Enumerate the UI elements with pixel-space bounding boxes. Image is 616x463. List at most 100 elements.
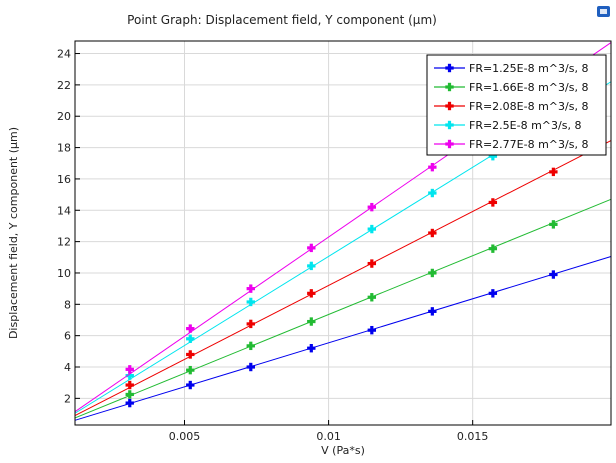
data-point [186, 380, 195, 390]
data-point [307, 344, 316, 353]
marker-horizontal [488, 200, 498, 205]
marker-horizontal [246, 300, 255, 304]
legend-swatch-marker [445, 101, 454, 111]
data-point [125, 390, 134, 399]
marker-horizontal [367, 261, 377, 266]
marker-horizontal [125, 401, 134, 405]
legend-swatch-marker [445, 63, 454, 73]
data-point [488, 289, 498, 298]
data-point [488, 152, 498, 161]
marker-horizontal [445, 104, 454, 108]
marker-horizontal [125, 383, 134, 387]
marker-horizontal [367, 205, 377, 209]
legend-swatch-marker [445, 139, 454, 149]
y-tick-label: 8 [64, 298, 71, 311]
legend-entry: FR=2.08E-8 m^3/s, 8 [434, 100, 588, 113]
marker-horizontal [246, 322, 255, 326]
x-tick-label: 0.015 [457, 430, 489, 443]
marker-horizontal [307, 246, 316, 250]
series-line [74, 198, 612, 419]
marker-horizontal [307, 319, 316, 324]
comsol-logo-icon[interactable] [597, 6, 610, 17]
legend: FR=1.25E-8 m^3/s, 8 FR=1.66E-8 m^3/s, 8 FR… [426, 54, 607, 156]
data-point [125, 380, 134, 390]
marker-horizontal [549, 272, 558, 277]
legend-label: FR=1.66E-8 m^3/s, 8 [469, 81, 588, 94]
y-tick-label: 4 [64, 361, 71, 374]
data-point [125, 365, 134, 374]
marker-horizontal [549, 170, 558, 174]
y-tick-label: 22 [57, 79, 71, 92]
data-point [488, 198, 498, 207]
marker-horizontal [186, 383, 195, 387]
marker-horizontal [367, 295, 377, 299]
marker-horizontal [488, 247, 498, 251]
data-point [186, 324, 195, 333]
data-point [367, 224, 377, 234]
data-point [125, 398, 134, 408]
marker-horizontal [428, 271, 437, 275]
legend-entry: FR=1.25E-8 m^3/s, 8 [434, 62, 588, 75]
marker-horizontal [246, 287, 255, 291]
marker-horizontal [307, 264, 316, 268]
legend-label: FR=2.77E-8 m^3/s, 8 [469, 138, 588, 151]
data-point [428, 307, 437, 316]
data-point [549, 167, 558, 177]
marker-horizontal [307, 291, 316, 295]
y-tick-label: 10 [57, 267, 71, 280]
data-point [367, 325, 377, 335]
marker-horizontal [428, 231, 437, 235]
data-point [307, 317, 316, 326]
plot-frame [74, 40, 612, 426]
marker-horizontal [367, 328, 377, 332]
data-point [549, 220, 558, 229]
legend-entry: FR=2.77E-8 m^3/s, 8 [434, 138, 588, 151]
marker-horizontal [246, 365, 255, 369]
series-line [74, 256, 612, 421]
data-point [428, 188, 437, 198]
data-point [428, 162, 437, 172]
marker-horizontal [428, 191, 437, 195]
marker-horizontal [186, 337, 195, 341]
marker-horizontal [246, 344, 255, 348]
data-point [367, 293, 377, 302]
x-axis-label: V (Pa*s) [321, 444, 365, 457]
series-3 [74, 140, 612, 417]
marker-horizontal [307, 346, 316, 350]
data-point [246, 284, 255, 293]
marker-horizontal [488, 154, 498, 158]
data-point [549, 270, 558, 279]
data-point [246, 297, 255, 307]
x-tick-label: 0.005 [169, 430, 201, 443]
data-point [246, 362, 255, 372]
marker-horizontal [549, 222, 558, 226]
data-point [488, 244, 498, 253]
legend-entry: FR=1.66E-8 m^3/s, 8 [434, 81, 588, 94]
data-point [428, 268, 437, 278]
series-line [74, 140, 612, 417]
y-axis-label: Displacement field, Y component (µm) [7, 127, 20, 339]
marker-horizontal [445, 66, 454, 70]
y-tick-label: 2 [64, 392, 71, 405]
y-tick-label: 14 [57, 204, 71, 217]
legend-label: FR=1.25E-8 m^3/s, 8 [469, 62, 588, 75]
data-point [246, 319, 255, 329]
data-point [186, 334, 195, 343]
data-point [367, 202, 377, 212]
legend-label: FR=2.08E-8 m^3/s, 8 [469, 100, 588, 113]
series-1 [74, 256, 612, 421]
marker-horizontal [186, 327, 195, 331]
marker-horizontal [445, 123, 454, 127]
marker-horizontal [125, 392, 134, 397]
y-tick-label: 12 [57, 236, 71, 249]
marker-horizontal [186, 352, 195, 357]
marker-horizontal [445, 85, 454, 89]
data-point [125, 371, 134, 380]
series-2 [74, 198, 612, 419]
data-point [307, 289, 316, 298]
data-point [428, 228, 437, 238]
data-point [246, 341, 255, 351]
data-point [186, 350, 195, 359]
